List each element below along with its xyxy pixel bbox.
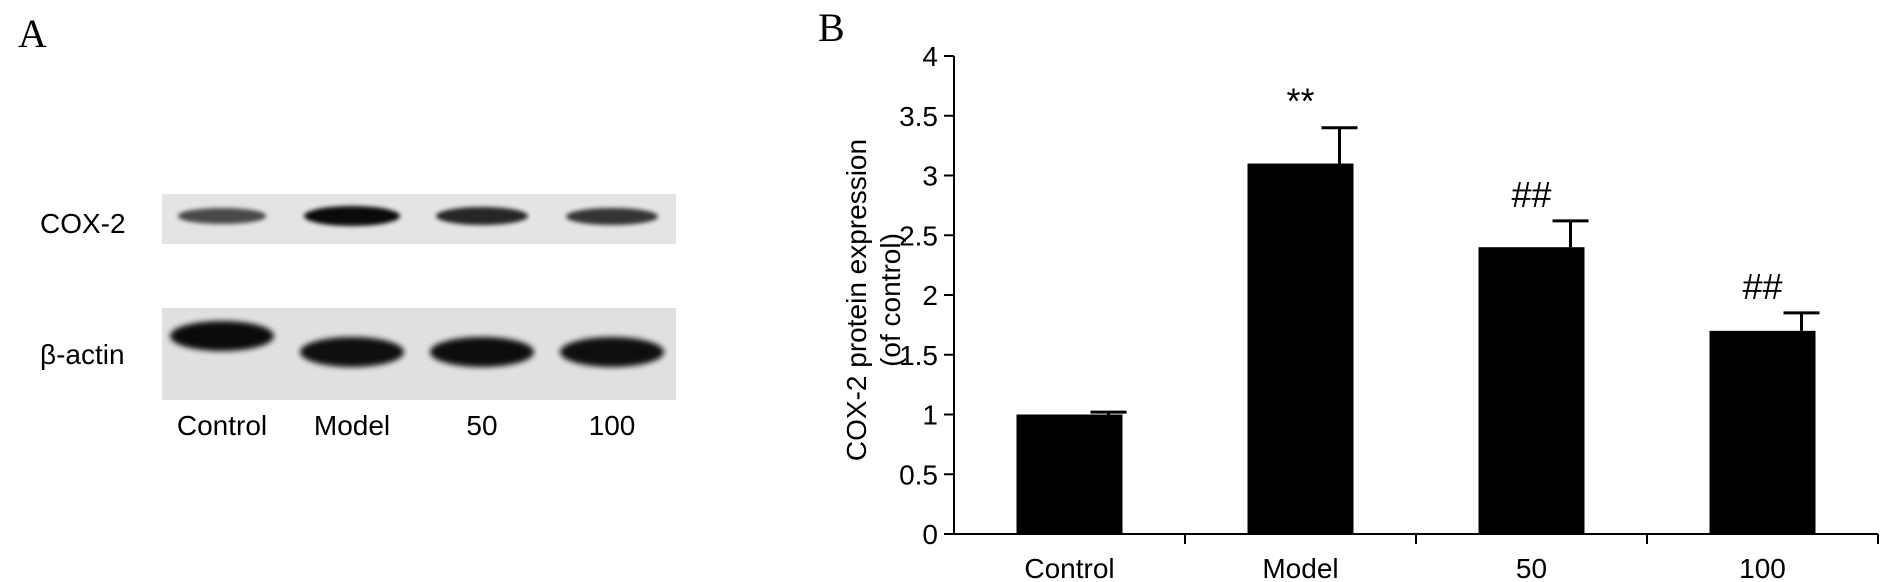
blot-band-cox2-control xyxy=(177,208,267,224)
x-tick-label-model: Model xyxy=(1262,553,1338,582)
y-tick-label: 0.5 xyxy=(899,459,938,490)
y-tick-label: 3 xyxy=(922,161,938,192)
blot-band-cox2-50 xyxy=(435,207,529,225)
blot-lane-label-50: 50 xyxy=(466,410,498,441)
blot-band-cox2-100 xyxy=(566,207,658,225)
bar-100 xyxy=(1709,330,1816,534)
significance-mark-50: ## xyxy=(1511,174,1551,215)
y-tick-label: 4 xyxy=(922,41,938,72)
blot-row-label-actin: β-actin xyxy=(40,339,125,370)
y-axis-label-line: (of control) xyxy=(875,233,906,367)
significance-mark-100: ## xyxy=(1742,266,1782,307)
y-tick-label: 1.5 xyxy=(899,340,938,371)
blot-row-label-cox2: COX-2 xyxy=(40,208,126,239)
blot-band-actin-control xyxy=(170,321,274,351)
x-tick-label-50: 50 xyxy=(1516,553,1547,582)
bar-model xyxy=(1247,163,1354,535)
y-tick-label: 2.5 xyxy=(899,220,938,251)
y-axis-label-line: COX-2 protein expression xyxy=(841,139,872,461)
panel-a-letter: A xyxy=(18,11,47,56)
x-tick-label-control: Control xyxy=(1024,553,1114,582)
blot-lane-label-control: Control xyxy=(176,410,268,441)
x-tick-label-100: 100 xyxy=(1739,553,1786,582)
y-axis-label: COX-2 protein expression (of control) xyxy=(841,139,906,461)
blot-lane-label-model: Model xyxy=(313,410,391,441)
y-tick-label: 3.5 xyxy=(899,101,938,132)
blot-lane-label-100: 100 xyxy=(588,410,636,441)
significance-mark-model: ** xyxy=(1286,81,1314,122)
y-tick-label: 1 xyxy=(922,400,938,431)
blot-band-actin-50 xyxy=(430,337,534,367)
y-tick-label: 2 xyxy=(922,280,938,311)
blot-band-cox2-model xyxy=(304,206,400,226)
bar-50 xyxy=(1478,247,1585,534)
blot-band-actin-100 xyxy=(560,337,664,367)
bar-control xyxy=(1016,414,1123,534)
blot-band-actin-model xyxy=(300,337,404,367)
panel-b-letter: B xyxy=(818,5,845,50)
western-blot-cox2-strip xyxy=(162,194,676,244)
western-blot-actin-strip xyxy=(162,308,676,400)
y-tick-label: 0 xyxy=(922,519,938,550)
